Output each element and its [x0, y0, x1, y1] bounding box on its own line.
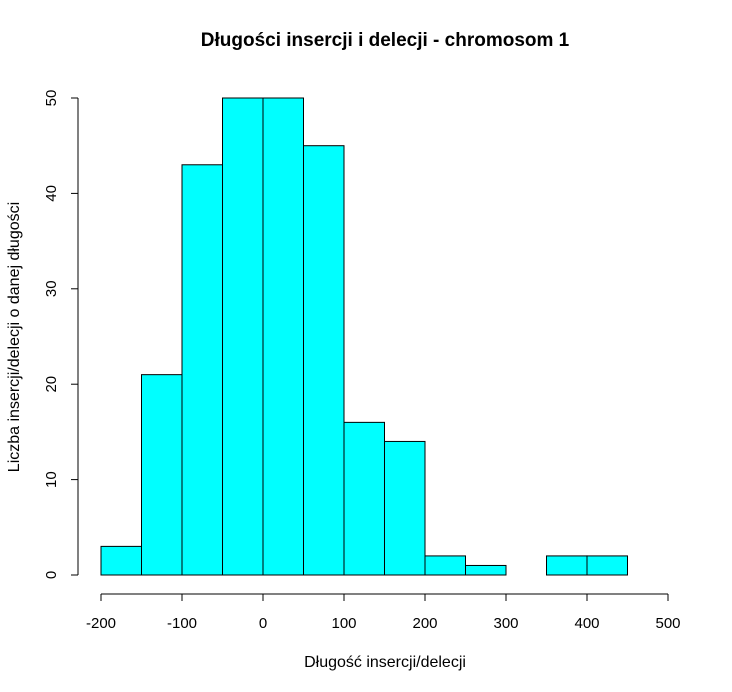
- y-tick-label: 40: [43, 185, 60, 202]
- y-tick-label: 30: [43, 280, 60, 297]
- histogram-bar: [546, 555, 588, 576]
- histogram-bar: [303, 145, 345, 576]
- x-tick-label: 0: [259, 615, 267, 632]
- histogram-bars: [100, 97, 628, 576]
- x-tick-label: -100: [167, 615, 197, 632]
- histogram-bar: [181, 164, 223, 576]
- y-tick-label: 10: [43, 471, 60, 488]
- x-axis-label: Długość insercji/delecji: [304, 654, 466, 671]
- y-tick-label: 50: [43, 90, 60, 107]
- x-tick-label: 500: [655, 615, 680, 632]
- histogram-bar: [262, 97, 304, 576]
- histogram-bar: [465, 564, 507, 576]
- x-tick-label: 100: [331, 615, 356, 632]
- histogram-bar: [343, 421, 385, 576]
- y-tick-label: 20: [43, 376, 60, 393]
- histogram-bar: [141, 374, 183, 576]
- x-tick-label: 300: [493, 615, 518, 632]
- histogram-bar: [222, 97, 264, 576]
- x-tick-label: 200: [412, 615, 437, 632]
- y-tick-label: 0: [43, 571, 60, 579]
- y-axis: 0 10 20 30 40 50: [43, 90, 79, 579]
- x-tick-label: -200: [86, 615, 116, 632]
- chart-title: Długości insercji i delecji - chromosom …: [201, 30, 570, 51]
- histogram-bar: [586, 555, 628, 576]
- histogram-bar: [424, 555, 466, 576]
- histogram-bar: [384, 440, 426, 576]
- x-tick-label: 400: [574, 615, 599, 632]
- histogram-bar: [100, 545, 142, 576]
- x-axis: -200 -100 0 100 200 300 400 500: [86, 593, 681, 632]
- y-axis-label: Liczba insercji/delecji o danej długości: [6, 202, 23, 472]
